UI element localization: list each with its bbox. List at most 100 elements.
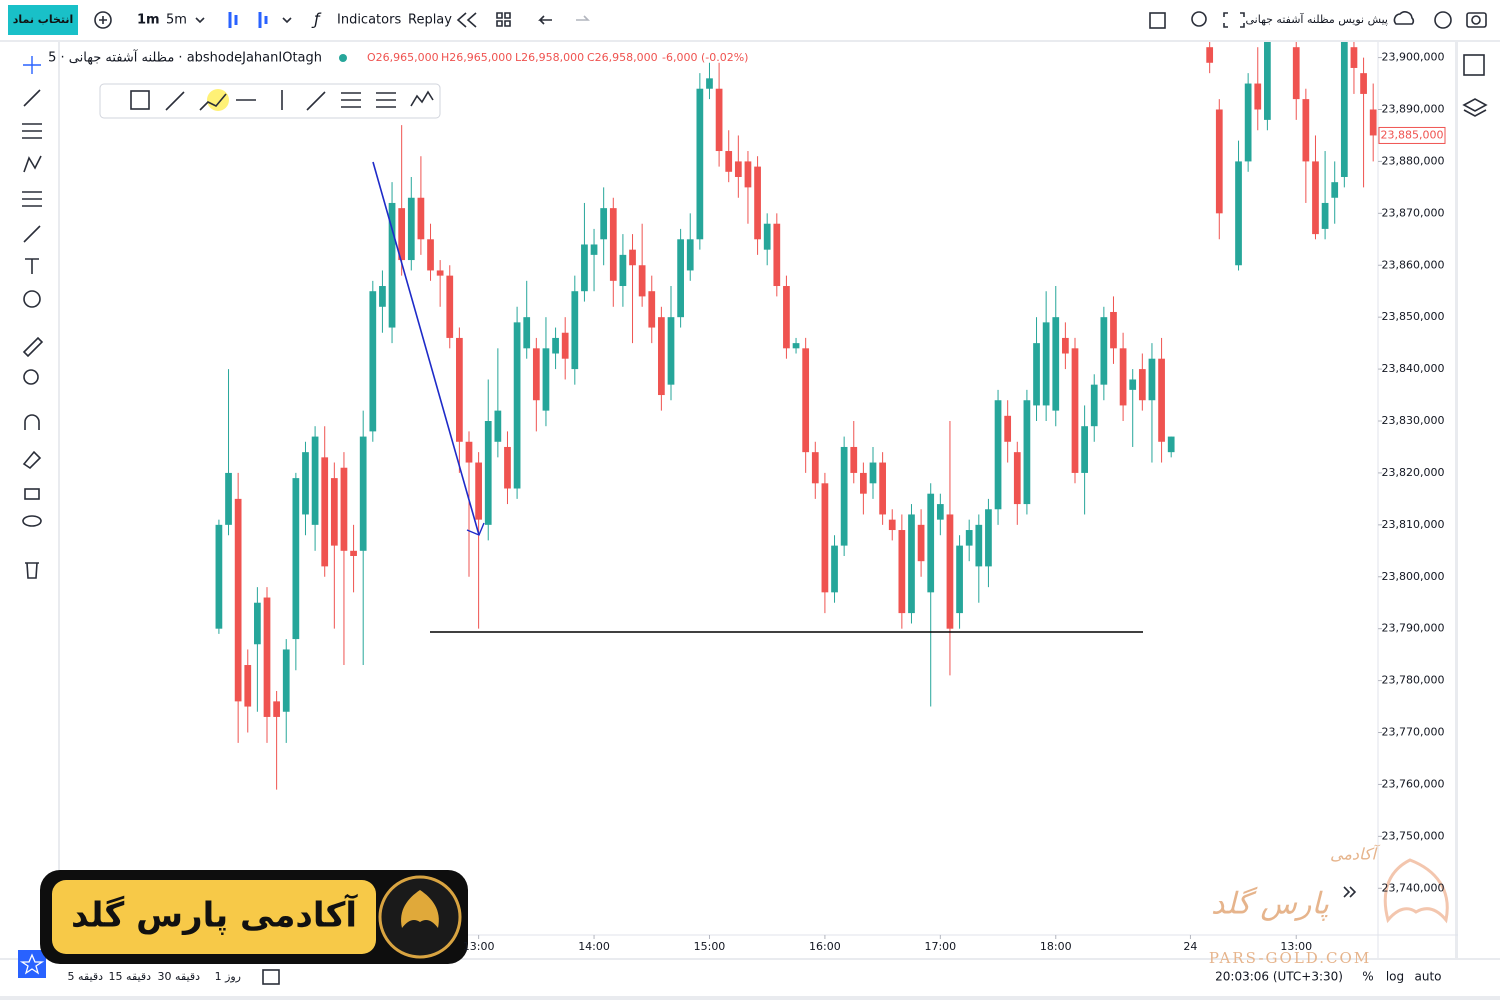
fib-channel-tool[interactable] bbox=[376, 92, 396, 108]
candle-body bbox=[715, 88, 723, 152]
arrow-head bbox=[466, 522, 485, 536]
auto-toggle[interactable]: auto bbox=[1414, 970, 1441, 984]
candle-body bbox=[359, 436, 367, 551]
legend-low: L26,958,000 bbox=[515, 51, 584, 64]
candle-body bbox=[811, 452, 819, 484]
candle-body bbox=[1331, 182, 1339, 198]
channel-tool[interactable] bbox=[341, 92, 361, 108]
layout-icon[interactable] bbox=[496, 12, 511, 27]
percent-toggle[interactable]: % bbox=[1362, 970, 1373, 984]
candle-body bbox=[407, 197, 415, 261]
candle-body bbox=[840, 446, 848, 546]
candle-body bbox=[706, 78, 713, 89]
candle-body bbox=[350, 550, 357, 556]
cloud-icon[interactable] bbox=[1393, 11, 1415, 25]
dropdown-icon[interactable] bbox=[195, 17, 205, 24]
candle-body bbox=[773, 223, 781, 287]
range-button[interactable]: 5 دقیقه bbox=[68, 970, 104, 983]
range-button[interactable]: 30 دقیقه bbox=[158, 970, 201, 983]
candle-body bbox=[975, 524, 983, 567]
x-tick-label: 13:00 bbox=[463, 940, 495, 953]
candle-body bbox=[1360, 73, 1367, 94]
symbol-button-label[interactable]: انتخاب نماد bbox=[13, 13, 74, 26]
settings-icon[interactable] bbox=[1434, 11, 1452, 29]
x-tick-label: 17:00 bbox=[924, 940, 956, 953]
watchlist-icon[interactable] bbox=[1463, 54, 1485, 76]
zoom-tool[interactable] bbox=[23, 369, 39, 385]
redo-icon[interactable] bbox=[576, 15, 590, 21]
legend-change: -6,000 (-0.02%) bbox=[662, 51, 748, 64]
fib-tool[interactable] bbox=[22, 123, 42, 139]
brush-tool[interactable] bbox=[23, 225, 41, 243]
candle-body bbox=[860, 472, 867, 494]
trend-line-tool[interactable] bbox=[23, 89, 41, 107]
y-tick-label: 23,900,000 bbox=[1382, 51, 1445, 64]
x-tick-label: 18:00 bbox=[1040, 940, 1072, 953]
undo-icon[interactable] bbox=[538, 15, 552, 25]
candle-body bbox=[1138, 369, 1146, 401]
crosshair-tool[interactable] bbox=[23, 56, 41, 74]
draw-mode-tool[interactable] bbox=[22, 450, 42, 470]
phoenix-icon bbox=[401, 890, 439, 928]
interval-button[interactable]: 5m bbox=[166, 13, 187, 28]
candle-body bbox=[1312, 161, 1319, 235]
replay-button[interactable]: Replay bbox=[408, 13, 452, 28]
add-icon[interactable] bbox=[94, 11, 112, 29]
rect-tool[interactable] bbox=[130, 90, 150, 110]
clock: 20:03:06 (UTC+3:30) bbox=[1215, 970, 1343, 984]
search-icon[interactable] bbox=[1191, 11, 1207, 27]
layers-icon[interactable] bbox=[1462, 98, 1488, 117]
interval-button[interactable]: 1m bbox=[137, 13, 160, 28]
watermark-name: پارس گلد bbox=[1211, 887, 1329, 922]
range-button[interactable]: 15 دقیقه bbox=[109, 970, 152, 983]
camera-icon[interactable] bbox=[1466, 12, 1487, 28]
date-range-icon[interactable] bbox=[262, 969, 280, 985]
pattern-tool[interactable] bbox=[23, 155, 42, 173]
candle-body bbox=[1052, 317, 1060, 411]
delete-tool[interactable] bbox=[25, 562, 39, 579]
fullscreen-icon[interactable] bbox=[1149, 12, 1166, 29]
candle-body bbox=[763, 223, 771, 250]
expand-icon[interactable] bbox=[1223, 12, 1245, 28]
dropdown-icon[interactable] bbox=[282, 17, 292, 24]
y-tick-label: 23,790,000 bbox=[1382, 622, 1445, 635]
prediction-tool[interactable] bbox=[22, 191, 42, 207]
emoji-tool[interactable] bbox=[23, 290, 41, 308]
range-button[interactable]: 1 روز bbox=[215, 970, 241, 983]
ray-tool[interactable] bbox=[306, 91, 326, 111]
candle-body bbox=[802, 348, 810, 453]
candle-body bbox=[475, 462, 482, 520]
magnet-tool[interactable] bbox=[24, 414, 40, 430]
candle-body bbox=[927, 493, 935, 593]
drawn-trend-line[interactable] bbox=[372, 161, 480, 536]
candle-body bbox=[994, 400, 1002, 510]
symbol-button[interactable] bbox=[8, 5, 78, 35]
candle-body bbox=[609, 208, 617, 281]
academy-banner-text: آکادمی پارس گلد bbox=[71, 894, 358, 936]
scroll-right-icon[interactable] bbox=[1343, 886, 1357, 898]
indicators-button[interactable]: Indicators bbox=[337, 13, 401, 28]
candle-body bbox=[1254, 83, 1262, 110]
wave-tool[interactable] bbox=[410, 90, 434, 107]
candle-body bbox=[869, 462, 877, 484]
replay-icon[interactable] bbox=[456, 12, 477, 28]
candle-body bbox=[302, 452, 309, 515]
ruler-tool[interactable] bbox=[22, 336, 44, 358]
candle-body bbox=[1264, 42, 1271, 120]
candle-body bbox=[379, 286, 386, 307]
log-toggle[interactable]: log bbox=[1386, 970, 1404, 984]
polyline-tool[interactable] bbox=[199, 93, 227, 111]
candle-body bbox=[484, 421, 492, 525]
right-sidebar bbox=[1458, 42, 1500, 958]
visibility-tool[interactable] bbox=[22, 515, 42, 527]
candle-body bbox=[1081, 426, 1088, 473]
lock-tool[interactable] bbox=[24, 488, 40, 500]
text-tool[interactable] bbox=[25, 258, 39, 274]
x-tick-label: 14:00 bbox=[578, 940, 610, 953]
candle-body bbox=[686, 239, 694, 271]
candle-body bbox=[879, 462, 886, 515]
chart-type-icon[interactable] bbox=[228, 12, 268, 28]
line-tool[interactable] bbox=[165, 91, 185, 111]
candle-body bbox=[619, 254, 627, 287]
